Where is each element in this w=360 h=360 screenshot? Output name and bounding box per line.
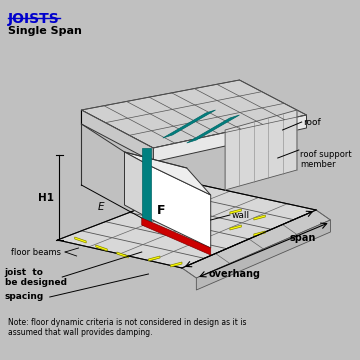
Text: floor beams: floor beams (12, 248, 62, 257)
Text: F: F (157, 203, 165, 216)
Polygon shape (225, 110, 297, 190)
Text: Note: floor dynamic criteria is not considered in design as it is
assumed that w: Note: floor dynamic criteria is not cons… (8, 318, 246, 337)
Polygon shape (81, 110, 153, 162)
Polygon shape (125, 152, 148, 218)
Text: roof support
member: roof support member (300, 150, 351, 170)
Polygon shape (142, 148, 151, 225)
Polygon shape (142, 218, 211, 255)
Polygon shape (187, 115, 239, 143)
Polygon shape (163, 110, 216, 138)
Polygon shape (125, 152, 211, 195)
Text: spacing: spacing (5, 292, 44, 301)
Polygon shape (148, 256, 160, 261)
Polygon shape (96, 245, 107, 251)
Polygon shape (81, 80, 306, 148)
Polygon shape (153, 115, 306, 162)
Text: span: span (289, 233, 316, 243)
Polygon shape (171, 262, 182, 267)
Text: wall: wall (232, 211, 250, 220)
Text: Single Span: Single Span (8, 26, 81, 36)
Text: joist  to
be designed: joist to be designed (5, 268, 67, 287)
Polygon shape (75, 237, 86, 243)
Polygon shape (148, 165, 211, 248)
Polygon shape (230, 209, 241, 214)
Polygon shape (254, 215, 265, 220)
Polygon shape (196, 220, 330, 290)
Text: overhang: overhang (209, 269, 261, 279)
Text: roof: roof (303, 117, 321, 126)
Polygon shape (58, 185, 316, 268)
Text: H1: H1 (38, 193, 54, 203)
Text: JOISTS: JOISTS (8, 12, 59, 26)
Polygon shape (230, 225, 241, 230)
Polygon shape (254, 231, 265, 236)
Polygon shape (117, 252, 129, 258)
Polygon shape (182, 210, 330, 278)
Text: E: E (97, 202, 104, 212)
